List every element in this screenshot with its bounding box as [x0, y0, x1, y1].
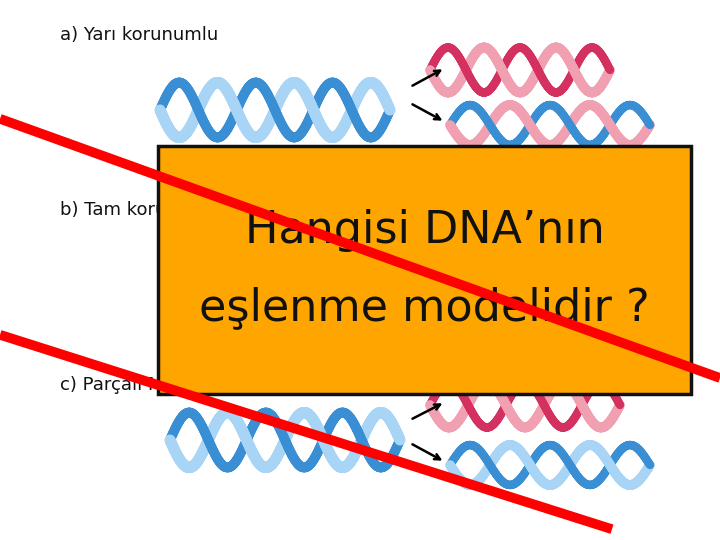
- Text: b) Tam korunumlu: b) Tam korunumlu: [60, 201, 223, 219]
- Text: c) Parçalı Model: c) Parçalı Model: [60, 376, 202, 394]
- Bar: [158, 146, 691, 394]
- Text: a) Yarı korunumlu: a) Yarı korunumlu: [60, 26, 218, 44]
- Text: eşlenme modelidir ?: eşlenme modelidir ?: [199, 287, 650, 329]
- Text: Hangisi DNA’nın: Hangisi DNA’nın: [245, 208, 605, 252]
